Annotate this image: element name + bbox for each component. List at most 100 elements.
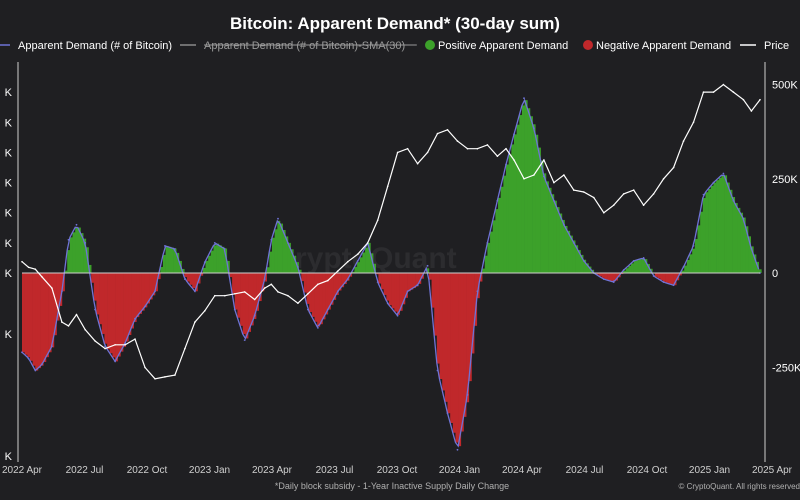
x-axis-tick-label: 2024 Oct (627, 465, 668, 476)
negative-demand-bar (256, 273, 259, 311)
price-point (682, 140, 685, 142)
demand-point (34, 369, 37, 372)
negative-demand-bar (51, 273, 55, 348)
demand-point (326, 308, 329, 311)
negative-demand-bar (391, 273, 395, 309)
negative-demand-bar (128, 273, 132, 335)
demand-point (21, 351, 23, 354)
price-point (21, 260, 23, 263)
negative-demand-bar (428, 273, 432, 280)
demand-point (317, 327, 319, 329)
negative-demand-bar (343, 273, 347, 284)
positive-demand-bar (362, 252, 366, 273)
price-point (386, 185, 389, 188)
demand-point (750, 248, 753, 250)
price-point (194, 321, 196, 323)
price-point (603, 211, 605, 214)
negative-demand-bar (258, 273, 262, 302)
price-point (702, 91, 705, 93)
left-axis-tick-label: K (5, 87, 13, 99)
positive-demand-bar (625, 268, 629, 273)
positive-demand-bar (708, 189, 712, 273)
positive-demand-bar (176, 252, 180, 273)
negative-demand-bar (22, 273, 25, 353)
positive-demand-bar (684, 265, 688, 273)
price-point (759, 98, 761, 101)
x-axis-tick-label: 2022 Jul (66, 465, 104, 476)
positive-demand-bar (521, 105, 525, 273)
price-point (61, 321, 63, 323)
price-point (553, 181, 555, 184)
positive-demand-bar (758, 269, 762, 273)
price-point (114, 344, 116, 346)
positive-demand-bar (277, 220, 281, 273)
negative-demand-bar (447, 273, 451, 414)
negative-demand-bar (29, 273, 33, 361)
price-point (406, 147, 409, 150)
price-point (642, 204, 645, 206)
positive-demand-bar (83, 238, 87, 273)
legend-label-demand: Apparent Demand (# of Bitcoin) (18, 40, 172, 52)
price-point (27, 266, 30, 269)
positive-demand-bar (537, 147, 541, 273)
negative-demand-bar (452, 273, 456, 433)
legend-item-sma: Apparent Demand (# of Bitcoin)-SMA(30) (180, 40, 417, 52)
negative-demand-bar (104, 273, 108, 344)
negative-demand-bar (306, 273, 310, 304)
demand-point (446, 412, 449, 415)
positive-demand-bar (641, 258, 645, 273)
price-point (523, 178, 525, 180)
demand-point (692, 245, 695, 247)
demand-point (174, 248, 176, 250)
positive-demand-bar (162, 254, 166, 273)
positive-demand-bar (426, 268, 430, 273)
positive-demand-bar (495, 209, 499, 273)
negative-demand-bar (109, 273, 113, 354)
positive-demand-bar (742, 217, 746, 273)
price-point (426, 151, 429, 154)
negative-demand-bar (325, 273, 329, 315)
negative-demand-bar (612, 273, 616, 282)
positive-demand-bar (290, 249, 294, 273)
demand-point (533, 127, 535, 130)
price-point (174, 374, 176, 376)
demand-point (476, 290, 479, 293)
negative-demand-bar (620, 273, 624, 275)
positive-demand-bar (80, 233, 84, 273)
positive-demand-bar (279, 223, 283, 273)
x-axis-tick-label: 2024 Apr (502, 465, 543, 476)
price-point (214, 294, 216, 297)
demand-point (270, 238, 273, 241)
demand-point (386, 302, 389, 305)
plot-area (21, 83, 762, 451)
right-axis-tick-label: -250K (772, 363, 800, 375)
positive-demand-bar (588, 266, 592, 273)
positive-demand-bar (740, 212, 744, 273)
demand-point (742, 217, 745, 220)
price-point (124, 344, 126, 346)
x-axis-tick-label: 2023 Jul (316, 465, 354, 476)
demand-point (41, 363, 43, 366)
negative-demand-bar (436, 273, 440, 364)
price-point (662, 178, 665, 180)
price-point (327, 279, 329, 282)
positive-demand-bar (585, 263, 589, 273)
positive-demand-bar (506, 164, 509, 273)
positive-demand-bar (633, 260, 637, 273)
price-point (224, 294, 226, 297)
price-point (722, 83, 725, 86)
negative-demand-bar (322, 273, 326, 320)
demand-point (513, 133, 515, 136)
negative-demand-bar (112, 273, 116, 358)
legend-item-demand: Apparent Demand (# of Bitcoin) (0, 40, 172, 52)
price-point (287, 294, 289, 297)
positive-demand-bar (287, 242, 291, 273)
negative-demand-bar (607, 273, 611, 281)
positive-demand-bar (753, 254, 757, 273)
price-point (672, 166, 675, 169)
demand-point (426, 264, 429, 267)
left-axis-tick-label: K (5, 147, 13, 159)
positive-demand-bar (548, 187, 552, 273)
negative-demand-bar (248, 273, 252, 332)
price-point (337, 270, 339, 272)
